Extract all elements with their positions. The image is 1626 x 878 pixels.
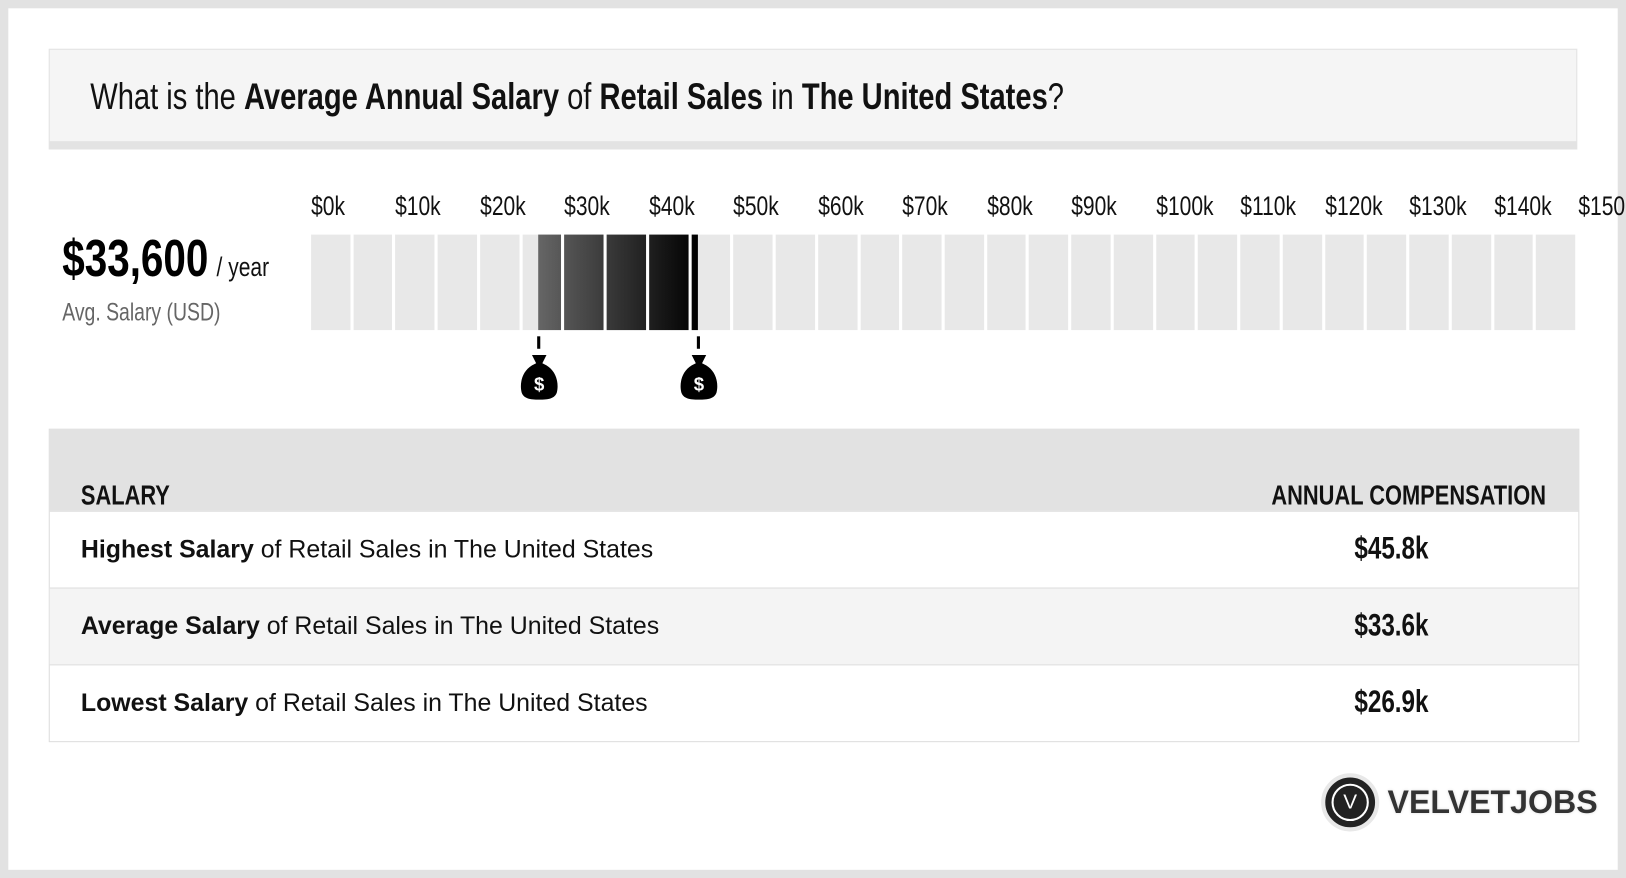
scale-segment: [733, 234, 773, 331]
range-fill: [538, 234, 562, 331]
scale-segment: [1155, 234, 1196, 331]
money-bag-icon: $: [679, 353, 718, 401]
scale-segment: [1071, 234, 1111, 331]
scale-segment: [1324, 234, 1364, 331]
range-fill: [606, 234, 646, 331]
avg-salary-amount: $33,600: [62, 229, 209, 288]
tick-label: $10k: [395, 189, 442, 222]
scale-segment: [1493, 234, 1533, 331]
svg-text:$: $: [694, 373, 705, 394]
per-year: / year: [216, 251, 270, 283]
scale-segment: [817, 234, 858, 331]
page-header: What is the Average Annual Salary of Ret…: [48, 48, 1578, 150]
range-fill: [649, 234, 689, 331]
logo-mark: V: [1321, 773, 1380, 832]
table-row: Average Salary of Retail Sales in The Un…: [49, 587, 1579, 665]
scale-segment: [1029, 234, 1069, 331]
scale-segment: [902, 234, 942, 331]
svg-text:$: $: [534, 373, 545, 394]
tick-label: $20k: [480, 189, 526, 222]
tick-label: $130k: [1409, 189, 1467, 222]
table-row: Lowest Salary of Retail Sales in The Uni…: [49, 664, 1579, 741]
scale-segment: [860, 234, 900, 331]
tick-label: $50k: [733, 189, 780, 222]
tick-label: $80k: [986, 189, 1033, 222]
scale-segment: [1240, 234, 1280, 331]
tick-label: $110k: [1240, 189, 1297, 222]
table-header: SALARY ANNUAL COMPENSATION: [49, 429, 1579, 511]
salary-table: SALARY ANNUAL COMPENSATION Highest Salar…: [48, 428, 1580, 743]
scale-segment: [775, 234, 815, 331]
scale-segment: [1113, 234, 1153, 331]
tick-label: $60k: [817, 189, 864, 222]
avg-salary: $33,600/ year: [62, 228, 327, 288]
range-fill: [564, 234, 604, 331]
scale-segment: [437, 234, 477, 331]
velvetjobs-logo: V VELVETJOBS: [1321, 773, 1598, 832]
scale-segment: [311, 234, 351, 331]
tick-label: $150k+: [1578, 189, 1626, 222]
tick-label: $90k: [1071, 189, 1118, 222]
scale-segment: [395, 234, 435, 331]
tick-label: $40k: [649, 189, 695, 222]
scale-segment: [1536, 234, 1576, 331]
scale-segment: [1409, 234, 1449, 331]
scale-segment: [1451, 234, 1491, 331]
scale-segment: [1198, 234, 1238, 331]
table-row: Highest Salary of Retail Sales in The Un…: [49, 510, 1579, 588]
range-fill: [691, 234, 699, 331]
scale-segment: [944, 234, 984, 331]
scale-segment: [480, 234, 520, 331]
tick-label: $30k: [564, 189, 611, 222]
range-marker-high: [696, 336, 701, 349]
tick-label: $100k: [1155, 189, 1214, 222]
tick-label: $140k: [1493, 189, 1552, 222]
money-bag-icon: $: [520, 353, 559, 401]
tick-label: $120k: [1324, 189, 1383, 222]
scale-segment: [353, 234, 393, 331]
scale-segment: [1367, 234, 1407, 331]
tick-label: $70k: [902, 189, 949, 222]
page-title: What is the Average Annual Salary of Ret…: [90, 74, 1064, 118]
logo-text: VELVETJOBS: [1387, 783, 1598, 821]
scale-segment: [1282, 234, 1322, 331]
tick-label: $0k: [311, 189, 346, 222]
scale-segment: [986, 234, 1027, 331]
avg-salary-label: Avg. Salary (USD): [62, 298, 221, 327]
range-marker-low: [537, 336, 541, 349]
